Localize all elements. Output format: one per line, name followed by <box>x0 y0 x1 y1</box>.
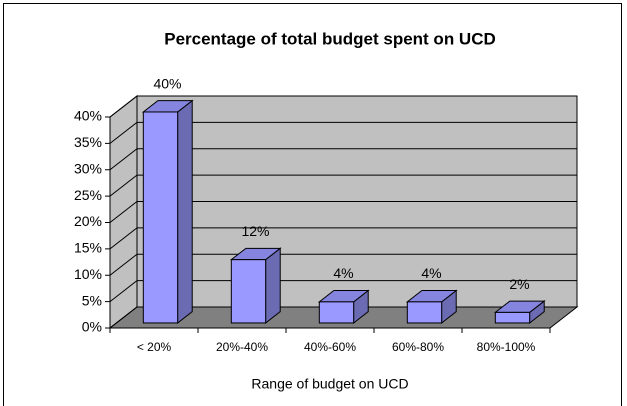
bar <box>230 259 267 324</box>
grid-line <box>109 253 577 276</box>
y-tick-label: 20% <box>74 213 102 229</box>
value-label: 40% <box>153 75 181 91</box>
y-tick-label: 15% <box>74 240 102 256</box>
value-label: 2% <box>509 276 529 292</box>
grid-line <box>109 174 577 197</box>
y-tick-label: 25% <box>74 187 102 203</box>
bar <box>142 111 179 324</box>
bar-side <box>265 247 281 324</box>
bar <box>318 301 355 324</box>
y-tick-label: 5% <box>82 292 102 308</box>
y-tick-label: 40% <box>74 108 102 124</box>
grid-line <box>109 201 577 223</box>
grid-line <box>109 227 577 250</box>
grid-line <box>109 280 577 303</box>
x-axis-label: Range of budget on UCD <box>251 376 408 392</box>
y-tick-label: 10% <box>74 266 102 282</box>
grid-line <box>109 95 577 118</box>
x-tick-label: 60%-80% <box>392 340 444 354</box>
grid-line <box>109 148 577 171</box>
x-tick-label: 80%-100% <box>477 340 536 354</box>
y-tick-label: 0% <box>82 319 102 335</box>
bar <box>494 311 531 324</box>
bar <box>406 301 443 324</box>
value-label: 4% <box>333 265 353 281</box>
value-label: 4% <box>421 265 441 281</box>
x-tick-label: 20%-40% <box>216 340 268 354</box>
chart-title: Percentage of total budget spent on UCD <box>164 29 496 48</box>
grid-line <box>109 121 577 144</box>
value-label: 12% <box>241 223 269 239</box>
x-tick-label: < 20% <box>137 340 172 354</box>
y-tick-label: 35% <box>74 134 102 150</box>
x-tick-label: 40%-60% <box>304 340 356 354</box>
bar-side <box>177 99 193 324</box>
y-tick-label: 30% <box>74 160 102 176</box>
